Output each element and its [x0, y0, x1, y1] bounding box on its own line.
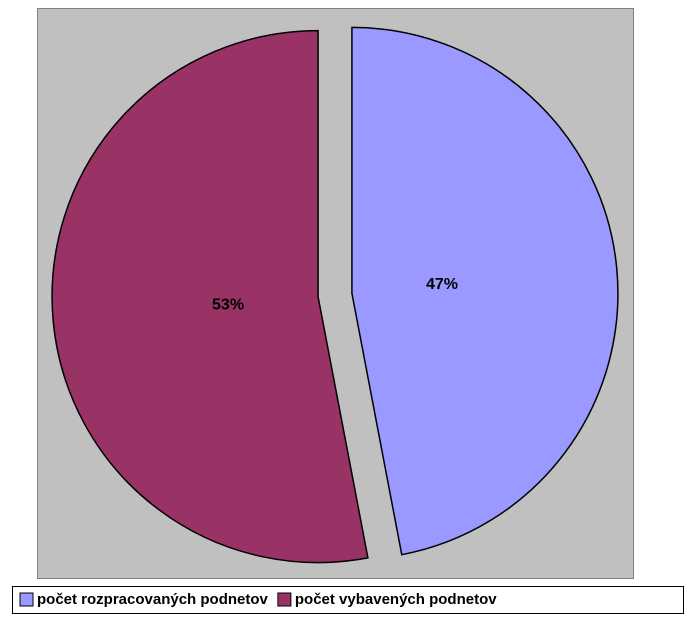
- pie-slice: [51, 29, 369, 564]
- legend-label: počet vybavených podnetov: [295, 591, 497, 608]
- legend-swatch: [19, 592, 34, 607]
- data-label: 53%: [212, 296, 244, 313]
- legend-box: [12, 586, 684, 614]
- pie-slice: [351, 26, 619, 556]
- data-label: 47%: [426, 276, 458, 293]
- legend-label: počet rozpracovaných podnetov: [37, 591, 269, 608]
- legend-swatch: [277, 592, 292, 607]
